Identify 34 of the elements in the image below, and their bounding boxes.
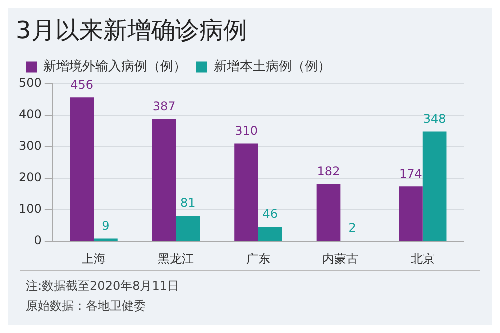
text: 原始数据：各地卫健委 bbox=[26, 298, 147, 315]
data-label: 310 bbox=[235, 124, 258, 138]
bar bbox=[316, 184, 341, 242]
x-tick-label: 上海 bbox=[82, 252, 106, 266]
data-label: 81 bbox=[180, 196, 196, 210]
y-tick-label: 0 bbox=[34, 234, 42, 248]
text: 注:数据截至2020年8月11日 bbox=[26, 278, 180, 295]
data-label: 182 bbox=[317, 164, 340, 178]
data-label: 348 bbox=[423, 112, 446, 126]
x-tick-label: 广东 bbox=[246, 252, 270, 266]
y-tick-label: 100 bbox=[19, 202, 42, 216]
data-label: 2 bbox=[348, 221, 356, 236]
bar bbox=[399, 186, 423, 242]
data-label: 387 bbox=[152, 100, 176, 114]
data-label: 9 bbox=[102, 218, 110, 233]
bar bbox=[258, 227, 282, 242]
bar bbox=[422, 132, 447, 242]
legend-label: 新增境外输入病例（例） bbox=[44, 58, 186, 75]
y-tick-label: 500 bbox=[19, 76, 42, 90]
y-tick-label: 300 bbox=[19, 139, 42, 154]
data-label: 456 bbox=[70, 78, 94, 92]
y-tick-label: 200 bbox=[19, 170, 42, 185]
data-label: 174 bbox=[400, 166, 422, 181]
x-tick-label: 北京 bbox=[410, 252, 435, 266]
bar bbox=[176, 216, 200, 242]
y-tick-label: 400 bbox=[19, 107, 42, 122]
bar bbox=[70, 98, 94, 242]
x-tick-label: 黑龙江 bbox=[158, 252, 194, 266]
legend-label: 新增本土病例（例） bbox=[214, 60, 331, 75]
bar bbox=[152, 119, 176, 242]
chart-title: 3月以来新增确诊病例 bbox=[16, 16, 248, 45]
bar bbox=[234, 144, 258, 242]
x-tick-label: 内蒙古 bbox=[322, 252, 359, 266]
data-label: 46 bbox=[262, 207, 278, 222]
